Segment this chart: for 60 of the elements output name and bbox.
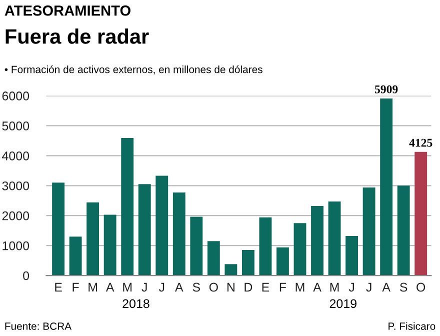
- y-tick-label: 4000: [2, 151, 30, 160]
- bar: [207, 241, 220, 276]
- text: 2019: [330, 299, 356, 308]
- bar: [311, 206, 324, 276]
- chart-title: Fuera de radar: [6, 28, 149, 44]
- x-tick-label: F: [72, 282, 79, 292]
- bar: [276, 247, 289, 276]
- x-tick-label: O: [209, 282, 218, 292]
- bar: [328, 202, 341, 276]
- x-tick-label: M: [330, 282, 339, 292]
- x-tick-label: D: [244, 282, 252, 292]
- x-tick-label: A: [106, 282, 114, 292]
- bar: [138, 184, 151, 276]
- bar: [380, 98, 393, 276]
- x-tick-label: M: [296, 282, 304, 292]
- bar: [156, 176, 168, 276]
- data-label: 4125: [409, 138, 432, 147]
- x-tick-label: A: [382, 282, 390, 292]
- x-tick-label: A: [313, 282, 322, 292]
- x-tick-label: J: [348, 282, 354, 292]
- bar: [259, 217, 272, 276]
- bar: [346, 236, 358, 276]
- bar: [294, 223, 306, 276]
- bar: [397, 186, 410, 276]
- bar: [224, 264, 238, 276]
- y-tick-label: 1000: [2, 241, 30, 250]
- bar: [121, 138, 134, 276]
- data-label: 5909: [374, 85, 398, 94]
- x-tick-label: S: [192, 282, 200, 292]
- bar: [190, 216, 203, 276]
- x-tick-label: F: [280, 282, 286, 292]
- bar: [172, 192, 186, 276]
- source-note: Fuente: BCRA: [5, 322, 72, 330]
- x-tick-label: N: [227, 282, 234, 292]
- y-tick-label: 3000: [2, 181, 30, 190]
- x-tick-label: S: [400, 282, 408, 292]
- x-tick-label: E: [262, 282, 270, 292]
- y-tick-label: 0: [23, 271, 30, 280]
- bar: [69, 236, 82, 276]
- chart-subtitle: • Formación de activos externos, en millones de dólares: [4, 65, 262, 74]
- bar: [104, 214, 116, 276]
- x-tick-label: J: [366, 282, 372, 292]
- bar: [414, 152, 428, 276]
- x-tick-label: E: [55, 282, 62, 292]
- text: 2018: [122, 299, 150, 308]
- x-tick-label: A: [174, 282, 184, 292]
- bar: [86, 202, 100, 276]
- text: P. Fisicaro: [388, 322, 436, 330]
- x-tick-label: J: [158, 282, 164, 292]
- bar: [242, 250, 254, 276]
- y-tick-label: 6000: [2, 92, 30, 100]
- x-tick-label: J: [142, 282, 147, 292]
- x-tick-label: M: [88, 282, 97, 292]
- x-tick-label: O: [416, 282, 426, 292]
- text: ATESORAMIENTO: [4, 5, 130, 16]
- x-tick-label: M: [123, 282, 132, 292]
- bar: [52, 182, 64, 276]
- y-tick-label: 5000: [2, 122, 30, 130]
- bar: [362, 187, 376, 276]
- y-tick-label: 2000: [2, 211, 30, 220]
